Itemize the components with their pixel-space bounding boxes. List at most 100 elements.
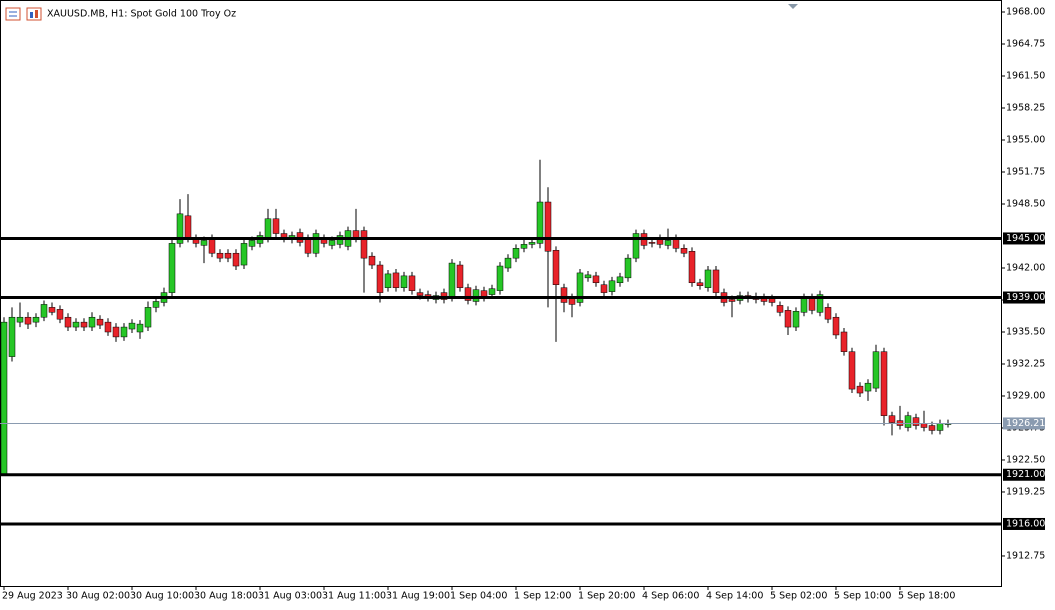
y-tick-label: 1961.50 <box>1006 71 1045 82</box>
candle-body <box>856 385 864 394</box>
candle-body <box>16 316 24 323</box>
candle-body <box>0 321 8 475</box>
candle-body <box>528 242 536 245</box>
candle-body <box>776 305 784 313</box>
x-tick-label: 1 Sep 04:00 <box>450 591 507 602</box>
candle-body <box>584 274 592 279</box>
candle-body <box>8 316 16 357</box>
icon <box>26 7 42 21</box>
x-tick-label: 30 Aug 18:00 <box>194 591 258 602</box>
candle-body <box>888 415 896 423</box>
candle-body <box>32 316 40 323</box>
x-tick-label: 5 Sep 10:00 <box>834 591 891 602</box>
candle-body <box>632 233 640 259</box>
x-tick-label: 4 Sep 06:00 <box>642 591 699 602</box>
candle-body <box>408 275 416 291</box>
candle-body <box>832 316 840 336</box>
x-tick-label: 31 Aug 19:00 <box>386 591 450 602</box>
candle-body <box>864 382 872 392</box>
level-label: 1939.00 <box>1006 292 1045 303</box>
x-tick-label: 1 Sep 12:00 <box>514 591 571 602</box>
level-box <box>1003 468 1045 481</box>
y-tick-label: 1942.00 <box>1006 262 1045 273</box>
candle-body <box>392 272 400 288</box>
candle-body <box>376 264 384 293</box>
candle-body <box>328 240 336 246</box>
y-tick-label: 1958.25 <box>1006 103 1045 114</box>
candle-body <box>456 264 464 288</box>
candle-body <box>200 240 208 246</box>
y-tick-label: 1922.50 <box>1006 454 1045 465</box>
candle-body <box>520 244 528 249</box>
candle-body <box>232 252 240 267</box>
candle-body <box>368 255 376 266</box>
candle-body <box>104 321 112 333</box>
candle-body <box>808 297 816 311</box>
candle-body <box>872 351 880 389</box>
candle-body <box>824 307 832 320</box>
candle-body <box>664 240 672 246</box>
candle-body <box>176 213 184 244</box>
candle-body <box>64 316 72 328</box>
candle-body <box>88 316 96 328</box>
y-tick-label: 1912.75 <box>1006 550 1045 561</box>
candle-body <box>512 248 520 259</box>
candle-body <box>800 297 808 313</box>
current-price-label: 1926.21 <box>1006 418 1045 429</box>
y-tick-label: 1951.75 <box>1006 166 1045 177</box>
candle-body <box>144 307 152 328</box>
candle-body <box>416 292 424 296</box>
candle-body <box>576 272 584 303</box>
candle-body <box>712 269 720 293</box>
candle-body <box>624 257 632 279</box>
candle-body <box>768 298 776 303</box>
candle-body <box>24 316 32 325</box>
candle-body <box>648 242 656 244</box>
candle-body <box>704 269 712 288</box>
candle-body <box>48 307 56 313</box>
candle-body <box>264 218 272 239</box>
y-tick-label: 1948.50 <box>1006 198 1045 209</box>
x-tick-label: 5 Sep 02:00 <box>770 591 827 602</box>
candle-body <box>272 218 280 234</box>
chart-title: XAUUSD.MB, H1: Spot Gold 100 Troy Oz <box>47 9 236 20</box>
x-tick-label: 30 Aug 10:00 <box>130 591 194 602</box>
y-tick-label: 1929.00 <box>1006 390 1045 401</box>
icon <box>35 10 38 18</box>
candle-body <box>312 233 320 254</box>
candle-body <box>616 276 624 284</box>
candle-body <box>464 287 472 301</box>
x-tick-label: 30 Aug 02:00 <box>66 591 130 602</box>
candle-body <box>880 351 888 416</box>
candle-body <box>472 289 480 302</box>
level-box <box>1003 291 1045 304</box>
candle-body <box>168 243 176 293</box>
candle-body <box>240 243 248 266</box>
y-tick-label: 1964.75 <box>1006 39 1045 50</box>
title-icons <box>5 7 42 21</box>
candle-body <box>360 230 368 259</box>
level-label: 1916.00 <box>1006 518 1045 529</box>
y-tick-label: 1968.00 <box>1006 7 1045 18</box>
candle-body <box>784 310 792 328</box>
x-tick-label: 1 Sep 20:00 <box>578 591 635 602</box>
level-label: 1945.00 <box>1006 233 1045 244</box>
icon <box>30 12 33 18</box>
level-label: 1921.00 <box>1006 469 1045 480</box>
level-box <box>1003 232 1045 245</box>
candle-body <box>216 252 224 259</box>
candle-body <box>136 323 144 333</box>
candle-body <box>560 287 568 303</box>
candle-body <box>208 238 216 254</box>
candle-body <box>184 215 192 239</box>
candle-body <box>248 240 256 247</box>
plot-frame <box>0 0 1002 587</box>
candle-body <box>56 309 64 320</box>
y-tick-label: 1955.00 <box>1006 135 1045 146</box>
candle-body <box>112 326 120 338</box>
x-tick-label: 31 Aug 11:00 <box>322 591 386 602</box>
candle-body <box>600 284 608 293</box>
candle-body <box>400 275 408 288</box>
